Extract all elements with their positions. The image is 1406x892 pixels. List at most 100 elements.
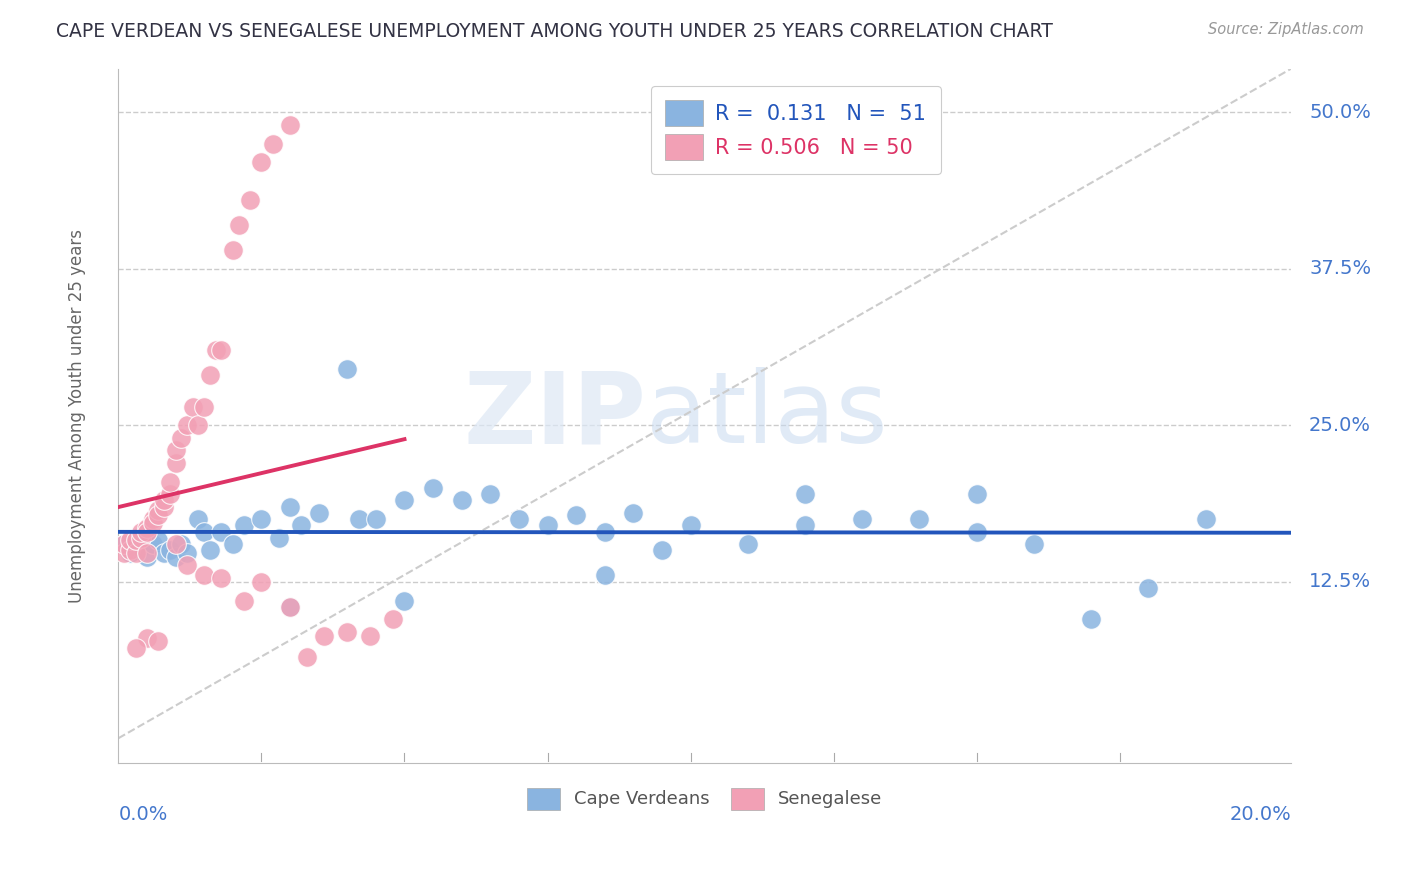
- Point: [966, 487, 988, 501]
- Point: [1137, 581, 1160, 595]
- Point: [112, 546, 135, 560]
- Point: [118, 533, 141, 548]
- Point: [148, 508, 170, 523]
- Point: [250, 512, 273, 526]
- Point: [176, 558, 198, 573]
- Point: [148, 533, 170, 548]
- Text: 50.0%: 50.0%: [1309, 103, 1371, 122]
- Text: Source: ZipAtlas.com: Source: ZipAtlas.com: [1208, 22, 1364, 37]
- Point: [198, 368, 221, 383]
- Point: [239, 193, 262, 207]
- Point: [278, 599, 301, 614]
- Point: [159, 543, 181, 558]
- Point: [193, 524, 215, 539]
- Point: [908, 512, 931, 526]
- Point: [651, 543, 673, 558]
- Point: [359, 629, 381, 643]
- Point: [290, 518, 312, 533]
- Point: [136, 631, 159, 645]
- Point: [1194, 512, 1216, 526]
- Point: [1080, 612, 1102, 626]
- Point: [737, 537, 759, 551]
- Point: [153, 493, 176, 508]
- Point: [136, 524, 159, 539]
- Text: 12.5%: 12.5%: [1309, 573, 1371, 591]
- Point: [187, 418, 209, 433]
- Point: [347, 512, 370, 526]
- Point: [966, 524, 988, 539]
- Point: [209, 343, 232, 358]
- Point: [124, 531, 146, 545]
- Point: [165, 456, 187, 470]
- Point: [233, 518, 256, 533]
- Point: [198, 543, 221, 558]
- Point: [222, 243, 245, 257]
- Text: 25.0%: 25.0%: [1309, 416, 1371, 434]
- Text: 0.0%: 0.0%: [118, 805, 167, 824]
- Point: [278, 500, 301, 514]
- Point: [176, 546, 198, 560]
- Point: [159, 475, 181, 489]
- Point: [142, 516, 165, 530]
- Point: [267, 531, 290, 545]
- Point: [308, 506, 330, 520]
- Point: [508, 512, 530, 526]
- Point: [278, 118, 301, 132]
- Point: [118, 543, 141, 558]
- Point: [794, 518, 817, 533]
- Point: [153, 546, 176, 560]
- Point: [129, 531, 152, 545]
- Text: 37.5%: 37.5%: [1309, 260, 1371, 278]
- Point: [479, 487, 502, 501]
- Point: [621, 506, 644, 520]
- Point: [148, 503, 170, 517]
- Point: [165, 443, 187, 458]
- Point: [170, 537, 193, 551]
- Point: [129, 541, 152, 555]
- Point: [124, 546, 146, 560]
- Point: [187, 512, 209, 526]
- Point: [233, 593, 256, 607]
- Point: [593, 568, 616, 582]
- Point: [536, 518, 558, 533]
- Point: [262, 136, 284, 151]
- Point: [679, 518, 702, 533]
- Text: ZIP: ZIP: [464, 368, 647, 465]
- Point: [124, 641, 146, 656]
- Point: [250, 155, 273, 169]
- Text: Unemployment Among Youth under 25 years: Unemployment Among Youth under 25 years: [69, 229, 86, 603]
- Point: [314, 629, 336, 643]
- Text: atlas: atlas: [647, 368, 887, 465]
- Point: [565, 508, 588, 523]
- Point: [165, 537, 187, 551]
- Point: [394, 593, 416, 607]
- Point: [165, 549, 187, 564]
- Point: [142, 537, 165, 551]
- Point: [170, 431, 193, 445]
- Point: [851, 512, 873, 526]
- Point: [209, 571, 232, 585]
- Point: [176, 418, 198, 433]
- Point: [422, 481, 444, 495]
- Point: [364, 512, 387, 526]
- Point: [159, 487, 181, 501]
- Point: [593, 524, 616, 539]
- Point: [124, 533, 146, 548]
- Point: [209, 524, 232, 539]
- Point: [250, 574, 273, 589]
- Point: [1022, 537, 1045, 551]
- Legend: Cape Verdeans, Senegalese: Cape Verdeans, Senegalese: [520, 780, 890, 817]
- Point: [136, 549, 159, 564]
- Point: [193, 400, 215, 414]
- Point: [222, 537, 245, 551]
- Point: [336, 624, 359, 639]
- Point: [148, 633, 170, 648]
- Point: [278, 599, 301, 614]
- Point: [193, 568, 215, 582]
- Point: [118, 546, 141, 560]
- Point: [136, 521, 159, 535]
- Point: [297, 649, 319, 664]
- Text: 20.0%: 20.0%: [1230, 805, 1292, 824]
- Point: [450, 493, 472, 508]
- Point: [129, 524, 152, 539]
